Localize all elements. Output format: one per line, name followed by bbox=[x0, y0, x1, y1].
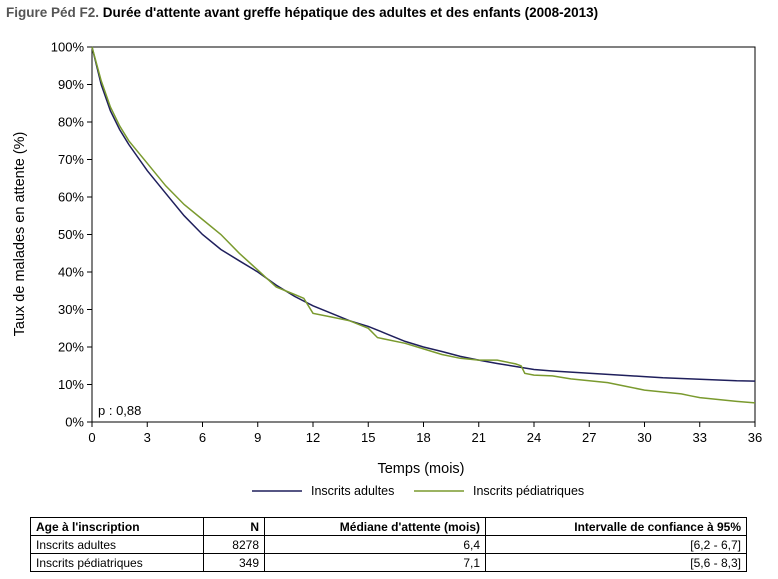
cell-n: 349 bbox=[203, 553, 265, 572]
x-tick-label: 36 bbox=[748, 430, 762, 445]
p-value-annotation: p : 0,88 bbox=[98, 403, 141, 418]
x-tick-label: 27 bbox=[582, 430, 596, 445]
series-line-pediatric bbox=[91, 46, 756, 404]
cell-age: Inscrits pédiatriques bbox=[30, 553, 204, 572]
legend-label-adult: Inscrits adultes bbox=[311, 484, 394, 498]
cell-ci: [5,6 - 8,3] bbox=[485, 553, 747, 572]
figure-title-text: Durée d'attente avant greffe hépatique d… bbox=[102, 5, 599, 20]
y-tick-label: 90% bbox=[58, 77, 84, 92]
x-tick-label: 3 bbox=[144, 430, 151, 445]
x-tick-label: 18 bbox=[416, 430, 430, 445]
legend: Inscrits adultes Inscrits pédiatriques bbox=[252, 484, 584, 498]
y-tick-label: 0% bbox=[65, 415, 84, 430]
series-line-adult bbox=[91, 46, 756, 382]
table-row: Inscrits adultes 8278 6,4 [6,2 - 6,7] bbox=[30, 535, 747, 554]
x-axis: 0 3 6 9 12 15 18 21 24 27 30 33 36 bbox=[88, 422, 762, 445]
cell-median: 7,1 bbox=[264, 553, 486, 572]
series-layer bbox=[91, 46, 756, 404]
y-tick-label: 20% bbox=[58, 340, 84, 355]
header-n: N bbox=[203, 517, 265, 536]
y-tick-label: 80% bbox=[58, 115, 84, 130]
cell-median: 6,4 bbox=[264, 535, 486, 554]
x-tick-label: 15 bbox=[361, 430, 375, 445]
y-tick-label: 60% bbox=[58, 190, 84, 205]
y-axis-label: Taux de malades en attente (%) bbox=[12, 132, 28, 337]
table-row: Inscrits pédiatriques 349 7,1 [5,6 - 8,3… bbox=[30, 553, 747, 572]
x-tick-label: 24 bbox=[527, 430, 541, 445]
survival-chart: 0%10%20%30%40%50%60%70%80%90%100% 0 3 6 9 12… bbox=[12, 40, 762, 499]
header-age: Age à l'inscription bbox=[30, 517, 204, 536]
x-axis-label: Temps (mois) bbox=[377, 461, 464, 477]
x-tick-label: 9 bbox=[254, 430, 261, 445]
x-tick-label: 6 bbox=[199, 430, 206, 445]
x-tick-label: 33 bbox=[693, 430, 707, 445]
y-tick-label: 100% bbox=[51, 40, 85, 55]
header-ci: Intervalle de confiance à 95% bbox=[485, 517, 747, 536]
y-tick-label: 50% bbox=[58, 227, 84, 242]
x-tick-label: 21 bbox=[472, 430, 486, 445]
cell-n: 8278 bbox=[203, 535, 265, 554]
y-axis: 0% 10% 20% 30% 40% 50% 60% 70% 80% 90% 100% bbox=[51, 40, 92, 430]
x-tick-label: 30 bbox=[637, 430, 651, 445]
table-header-row: Age à l'inscription N Médiane d'attente … bbox=[30, 517, 747, 536]
x-tick-label: 12 bbox=[306, 430, 320, 445]
x-tick-label: 0 bbox=[88, 430, 95, 445]
y-tick-label: 10% bbox=[58, 377, 84, 392]
y-tick-label: 30% bbox=[58, 302, 84, 317]
y-tick-label: 40% bbox=[58, 265, 84, 280]
figure-number: Figure Péd F2. bbox=[6, 5, 100, 20]
legend-label-pediatric: Inscrits pédiatriques bbox=[473, 484, 584, 498]
figure-title: Figure Péd F2. Durée d'attente avant gre… bbox=[6, 5, 598, 20]
cell-ci: [6,2 - 6,7] bbox=[485, 535, 747, 554]
plot-frame bbox=[91, 46, 756, 423]
y-tick-label: 70% bbox=[58, 152, 84, 167]
cell-age: Inscrits adultes bbox=[30, 535, 204, 554]
median-wait-table: Age à l'inscription N Médiane d'attente … bbox=[30, 517, 747, 572]
header-median: Médiane d'attente (mois) bbox=[264, 517, 486, 536]
